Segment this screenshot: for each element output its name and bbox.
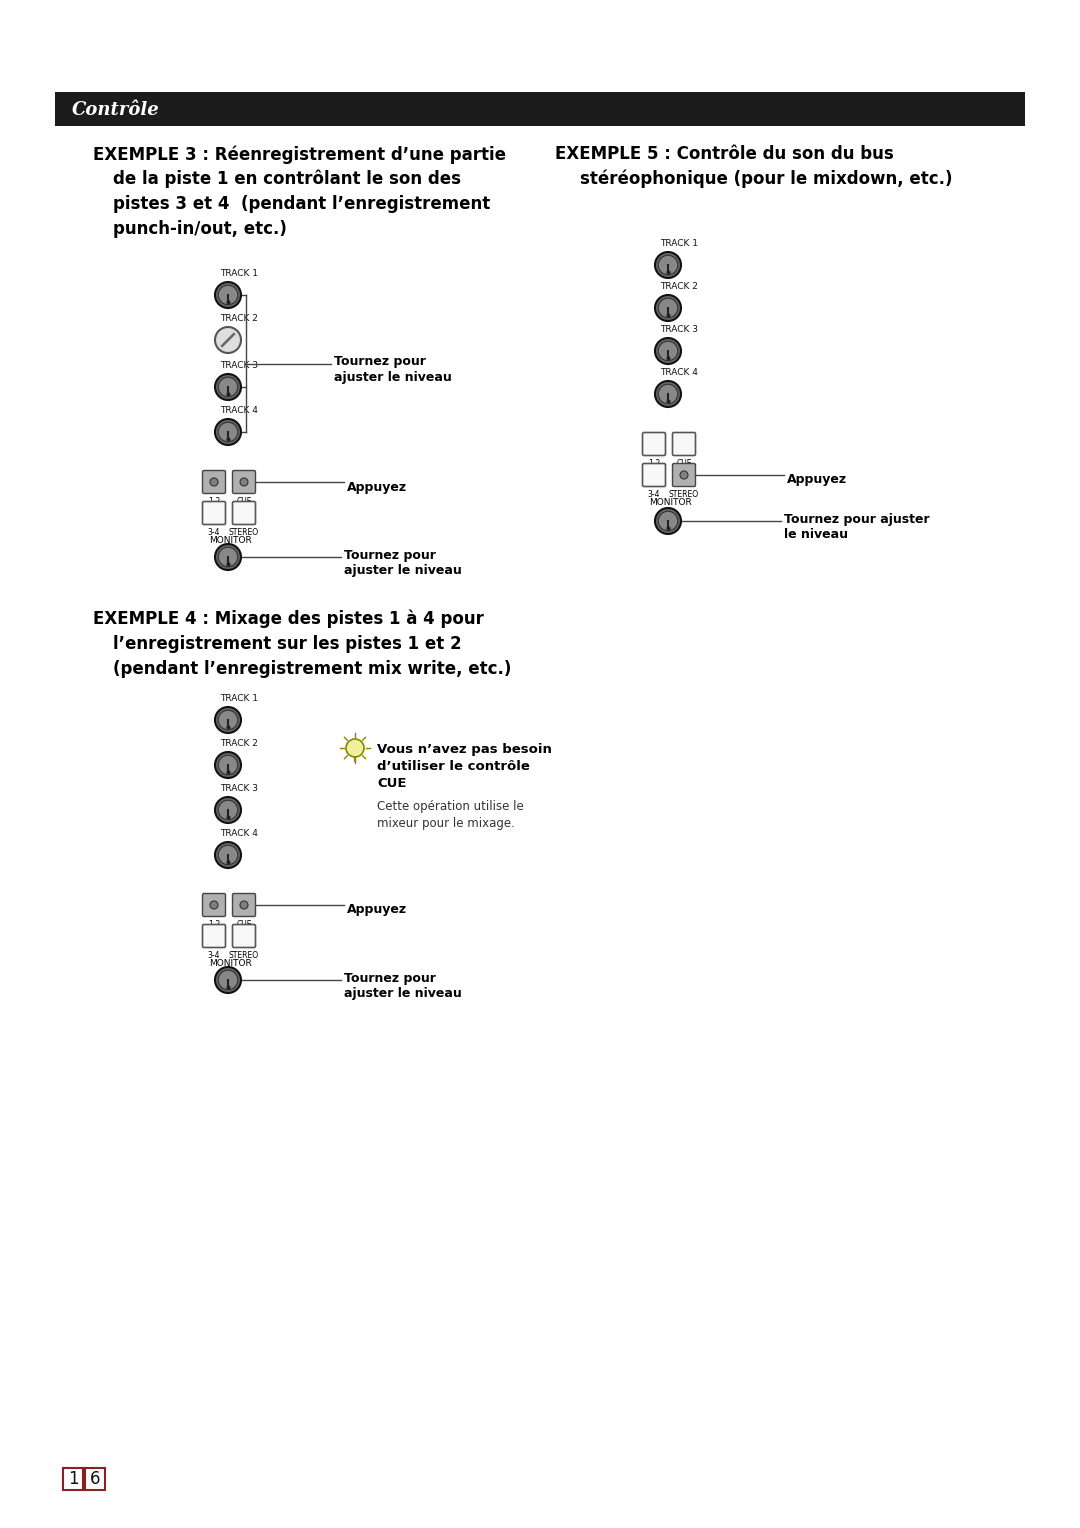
Text: Tournez pour
ajuster le niveau: Tournez pour ajuster le niveau	[334, 356, 451, 384]
Circle shape	[240, 902, 248, 909]
FancyBboxPatch shape	[232, 894, 256, 917]
Text: Tournez pour ajuster
le niveau: Tournez pour ajuster le niveau	[784, 513, 930, 541]
FancyBboxPatch shape	[203, 894, 226, 917]
Circle shape	[215, 842, 241, 868]
Circle shape	[218, 547, 238, 567]
Bar	[85, 1468, 105, 1490]
Text: STEREO: STEREO	[669, 490, 699, 500]
Text: TRACK 4: TRACK 4	[220, 830, 258, 837]
Text: Appuyez: Appuyez	[787, 474, 847, 486]
Text: TRACK 2: TRACK 2	[220, 313, 258, 322]
Text: EXEMPLE 4 : Mixage des pistes 1 à 4 pour: EXEMPLE 4 : Mixage des pistes 1 à 4 pour	[93, 610, 484, 628]
Text: STEREO: STEREO	[229, 529, 259, 536]
Circle shape	[654, 338, 681, 364]
Circle shape	[654, 295, 681, 321]
Text: Cette opération utilise le
mixeur pour le mixage.: Cette opération utilise le mixeur pour l…	[377, 801, 524, 830]
FancyBboxPatch shape	[232, 924, 256, 947]
Text: CUE: CUE	[676, 458, 692, 468]
Text: TRACK 1: TRACK 1	[220, 694, 258, 703]
Text: 3-4: 3-4	[648, 490, 660, 500]
Bar	[63, 1468, 83, 1490]
Circle shape	[654, 507, 681, 533]
Text: 3-4: 3-4	[207, 529, 220, 536]
Circle shape	[215, 374, 241, 400]
Text: EXEMPLE 3 : Réenregistrement d’une partie: EXEMPLE 3 : Réenregistrement d’une parti…	[93, 145, 507, 163]
FancyBboxPatch shape	[203, 501, 226, 524]
Circle shape	[215, 707, 241, 733]
Circle shape	[218, 845, 238, 865]
Circle shape	[218, 970, 238, 990]
Text: Appuyez: Appuyez	[347, 480, 407, 494]
Circle shape	[658, 384, 678, 403]
Text: TRACK 3: TRACK 3	[220, 784, 258, 793]
FancyBboxPatch shape	[203, 924, 226, 947]
Text: EXEMPLE 5 : Contrôle du son du bus: EXEMPLE 5 : Contrôle du son du bus	[555, 145, 894, 163]
Text: Tournez pour
ajuster le niveau: Tournez pour ajuster le niveau	[345, 549, 462, 578]
Text: TRACK 2: TRACK 2	[660, 283, 698, 290]
Circle shape	[215, 419, 241, 445]
Circle shape	[658, 512, 678, 530]
Circle shape	[218, 711, 238, 730]
Text: TRACK 4: TRACK 4	[660, 368, 698, 377]
Text: TRACK 3: TRACK 3	[660, 325, 698, 335]
Text: 6: 6	[90, 1470, 100, 1488]
FancyBboxPatch shape	[673, 463, 696, 486]
Text: 1: 1	[68, 1470, 79, 1488]
FancyBboxPatch shape	[232, 471, 256, 494]
Circle shape	[658, 341, 678, 361]
Text: MONITOR: MONITOR	[210, 960, 252, 969]
FancyBboxPatch shape	[203, 471, 226, 494]
Circle shape	[218, 801, 238, 819]
Text: (pendant l’enregistrement mix write, etc.): (pendant l’enregistrement mix write, etc…	[113, 660, 511, 678]
Bar	[55, 92, 1025, 125]
FancyBboxPatch shape	[643, 463, 665, 486]
Circle shape	[680, 471, 688, 478]
Circle shape	[215, 544, 241, 570]
Text: 1-2: 1-2	[207, 497, 220, 506]
Text: MONITOR: MONITOR	[649, 498, 692, 507]
Text: 1-2: 1-2	[207, 920, 220, 929]
Circle shape	[346, 740, 364, 756]
Text: TRACK 4: TRACK 4	[220, 406, 258, 416]
FancyBboxPatch shape	[643, 432, 665, 455]
Text: pistes 3 et 4  (pendant l’enregistrement: pistes 3 et 4 (pendant l’enregistrement	[113, 196, 490, 212]
Text: 3-4: 3-4	[207, 950, 220, 960]
Text: de la piste 1 en contrôlant le son des: de la piste 1 en contrôlant le son des	[113, 170, 461, 188]
Circle shape	[210, 902, 218, 909]
Circle shape	[215, 798, 241, 824]
Circle shape	[210, 478, 218, 486]
Text: l’enregistrement sur les pistes 1 et 2: l’enregistrement sur les pistes 1 et 2	[113, 636, 461, 652]
Circle shape	[215, 327, 241, 353]
Text: stéréophonique (pour le mixdown, etc.): stéréophonique (pour le mixdown, etc.)	[580, 170, 953, 188]
Text: Appuyez: Appuyez	[347, 903, 407, 917]
Circle shape	[658, 298, 678, 318]
Circle shape	[654, 380, 681, 406]
Circle shape	[654, 252, 681, 278]
Text: 1-2: 1-2	[648, 458, 660, 468]
Circle shape	[218, 755, 238, 775]
Text: Tournez pour
ajuster le niveau: Tournez pour ajuster le niveau	[345, 972, 462, 999]
Text: Vous n’avez pas besoin
d’utiliser le contrôle
CUE: Vous n’avez pas besoin d’utiliser le con…	[377, 743, 552, 790]
Text: TRACK 2: TRACK 2	[220, 740, 258, 749]
Circle shape	[215, 967, 241, 993]
Text: MONITOR: MONITOR	[210, 536, 252, 545]
Circle shape	[215, 283, 241, 309]
FancyBboxPatch shape	[673, 432, 696, 455]
Circle shape	[240, 478, 248, 486]
Circle shape	[218, 422, 238, 442]
Text: Contrôle: Contrôle	[72, 101, 160, 119]
FancyBboxPatch shape	[232, 501, 256, 524]
Circle shape	[218, 286, 238, 304]
Text: STEREO: STEREO	[229, 950, 259, 960]
Text: TRACK 1: TRACK 1	[220, 269, 258, 278]
Text: TRACK 3: TRACK 3	[220, 361, 258, 370]
Text: CUE: CUE	[237, 920, 252, 929]
Text: CUE: CUE	[237, 497, 252, 506]
Text: TRACK 1: TRACK 1	[660, 238, 698, 248]
Text: punch-in/out, etc.): punch-in/out, etc.)	[113, 220, 287, 238]
Circle shape	[215, 752, 241, 778]
Circle shape	[658, 255, 678, 275]
Circle shape	[218, 377, 238, 397]
